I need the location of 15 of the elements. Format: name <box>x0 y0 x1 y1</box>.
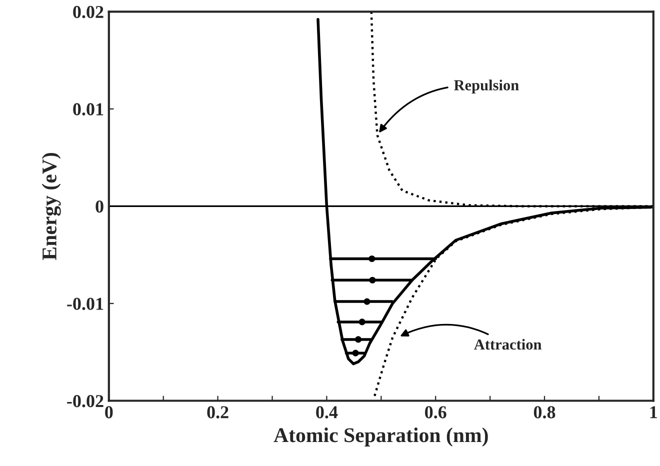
y-tick-label: -0.01 <box>67 298 104 310</box>
x-tick-label: 0.8 <box>534 406 556 418</box>
y-axis-title: Energy (eV) <box>42 153 61 260</box>
x-axis-title: Atomic Separation (nm) <box>274 428 488 446</box>
x-tick-label: 0.4 <box>316 406 338 418</box>
annotation: Attraction <box>474 338 542 350</box>
x-tick-label: 0.2 <box>207 406 228 418</box>
annotation: Repulsion <box>454 80 519 94</box>
y-tick-label: -0.02 <box>67 395 104 408</box>
y-tick-label: 0.02 <box>73 6 104 18</box>
y-tick-label: 0 <box>96 200 104 213</box>
x-tick-label: 0.6 <box>425 406 446 418</box>
x-tick-label: 1 <box>650 406 657 418</box>
y-tick-label: 0.01 <box>73 103 104 116</box>
x-tick-label: 0 <box>105 406 113 418</box>
